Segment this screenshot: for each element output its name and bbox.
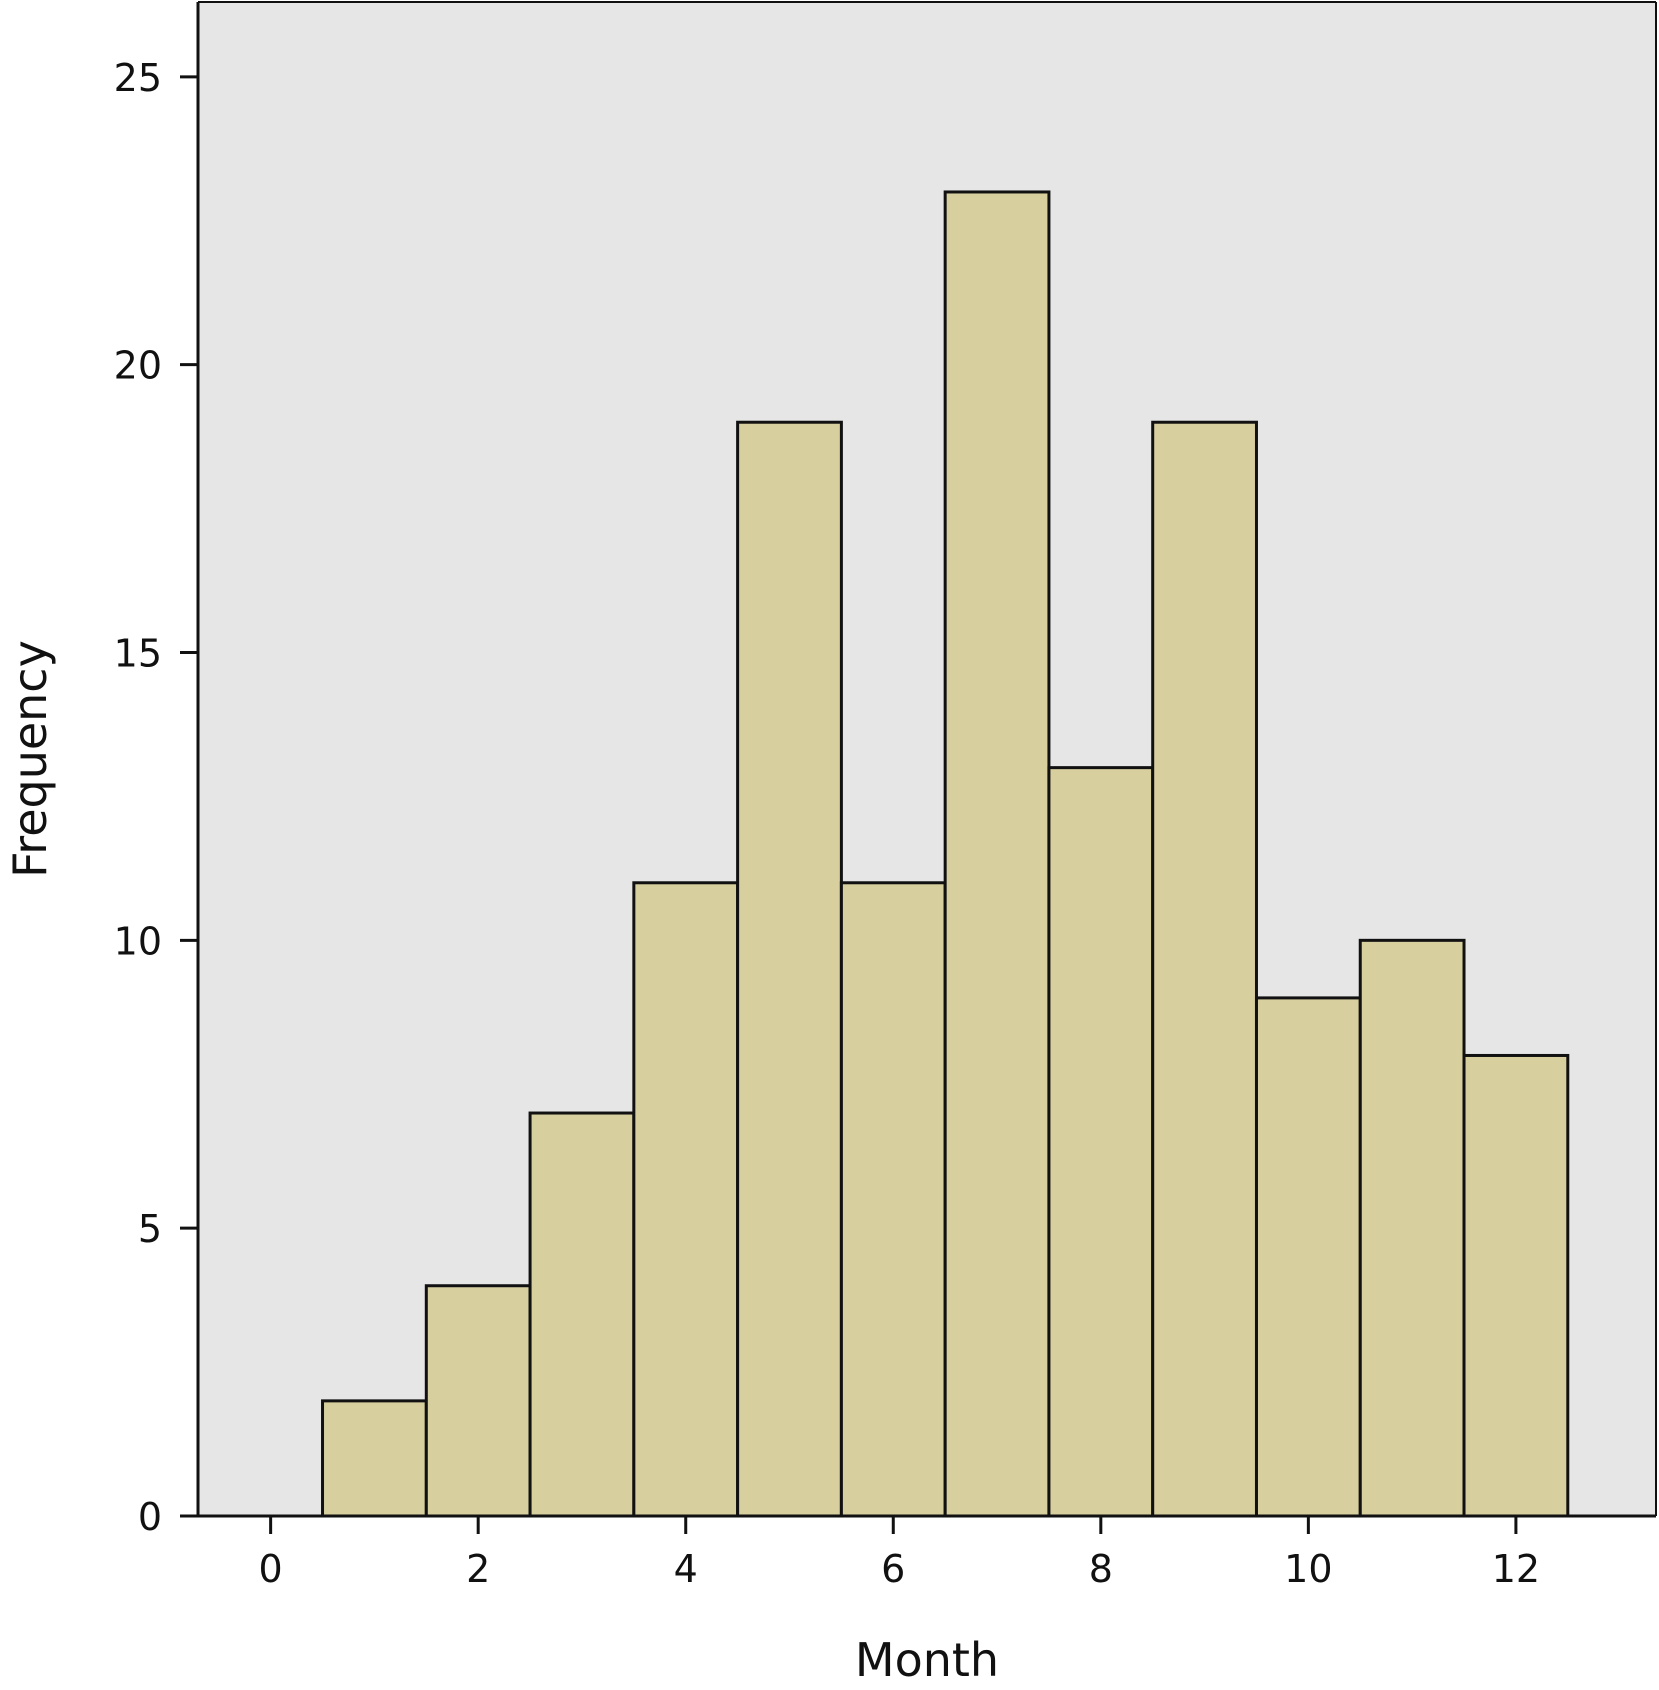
y-tick-label: 15 <box>114 632 162 676</box>
x-tick-label: 4 <box>674 1547 698 1591</box>
histogram-bar <box>1151 420 1258 1518</box>
x-tick-label: 8 <box>1089 1547 1113 1591</box>
y-tick-label: 25 <box>114 56 162 100</box>
histogram-bar <box>943 190 1051 1518</box>
histogram-bar <box>839 881 947 1518</box>
y-tick-label: 20 <box>114 344 162 388</box>
x-axis-title: Month <box>855 1633 999 1687</box>
x-tick-label: 6 <box>881 1547 905 1591</box>
x-tick-label: 12 <box>1492 1547 1540 1591</box>
x-tick-label: 10 <box>1284 1547 1332 1591</box>
y-tick-label: 0 <box>138 1495 162 1539</box>
histogram-bar <box>1358 938 1466 1518</box>
histogram-bar <box>321 1399 428 1518</box>
histogram-bar <box>736 420 843 1518</box>
histogram-bar <box>632 881 740 1518</box>
histogram-bar <box>1462 1053 1570 1518</box>
histogram-bar <box>1047 766 1155 1518</box>
y-axis-title: Frequency <box>3 640 57 878</box>
bars-group <box>321 190 1570 1518</box>
histogram-bar <box>424 1284 532 1518</box>
x-tick-label: 2 <box>466 1547 490 1591</box>
y-tick-label: 5 <box>138 1207 162 1251</box>
x-tick-label: 0 <box>259 1547 283 1591</box>
y-axis: 0 5 10 15 20 25 <box>114 2 1657 1539</box>
histogram-bar <box>1254 996 1362 1518</box>
x-axis: 0 2 4 6 8 10 12 <box>198 1 1656 1591</box>
y-tick-label: 10 <box>114 919 162 963</box>
histogram-bar <box>528 1111 636 1518</box>
